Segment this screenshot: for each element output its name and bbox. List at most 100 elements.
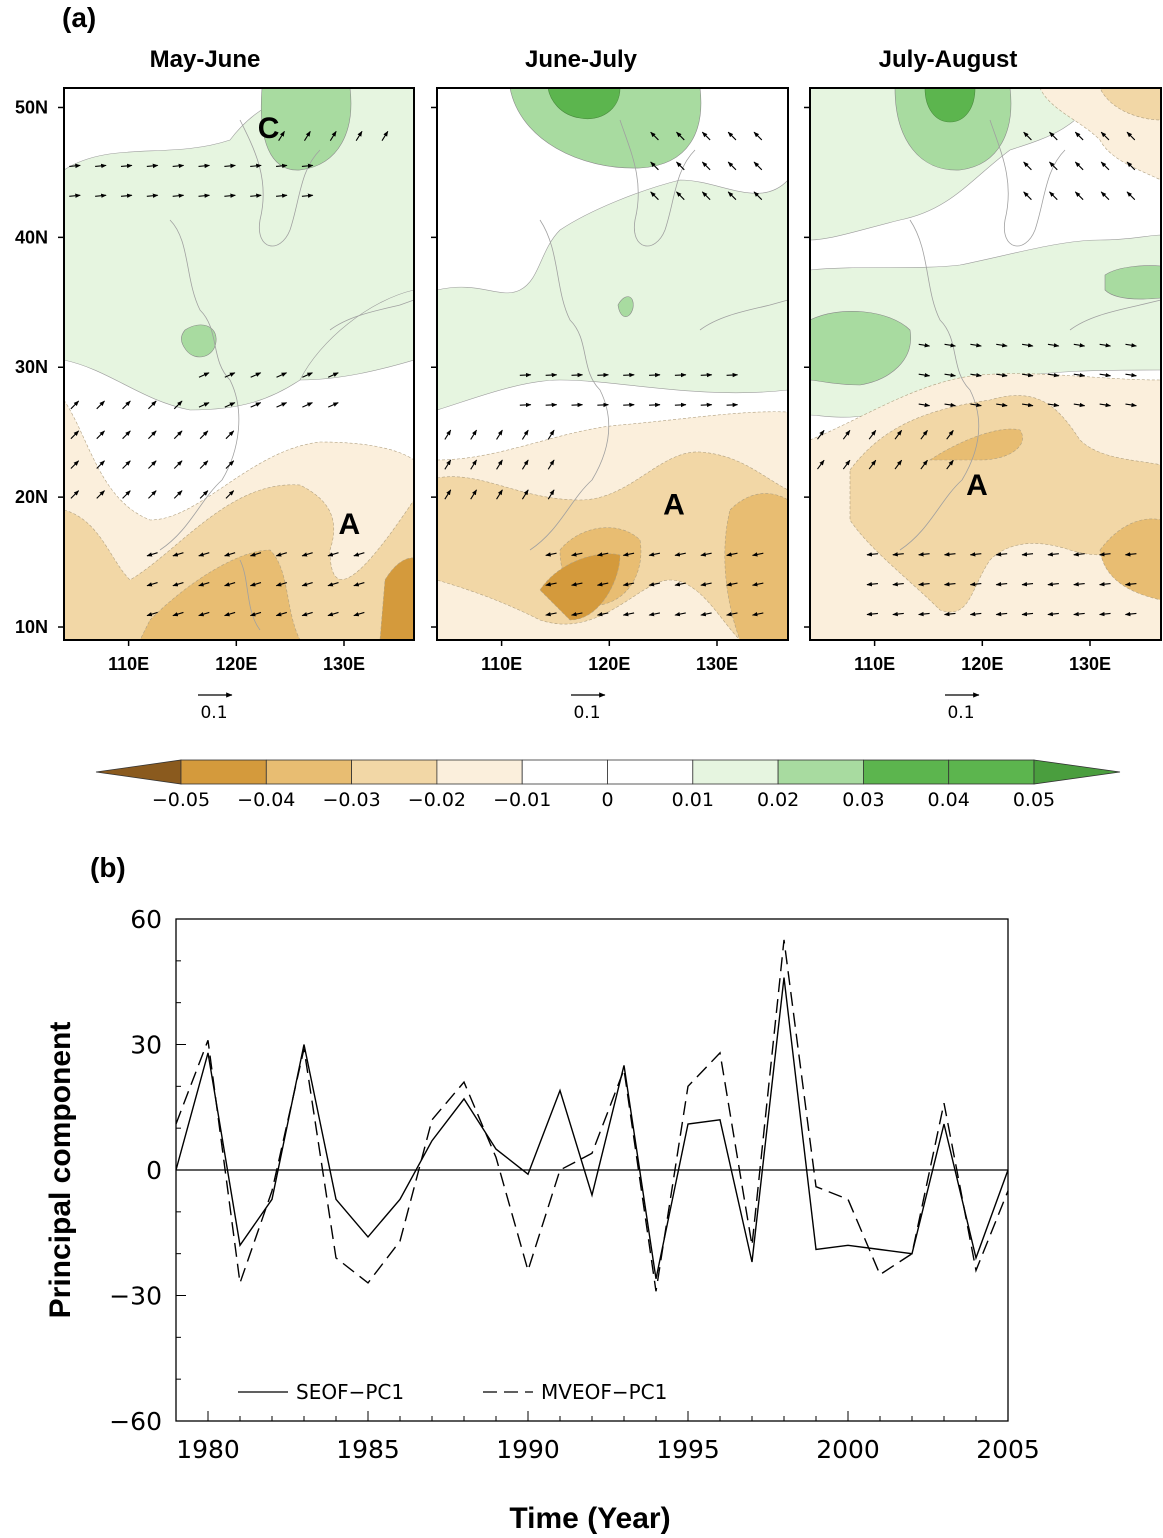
lon-tick-label: 120E (961, 654, 1003, 674)
wind-vector (224, 193, 236, 198)
wind-vector (701, 191, 711, 201)
colorbar-extension-high (1033, 759, 1121, 785)
wind-vector (1074, 191, 1084, 201)
lat-tick-label: 40N (15, 227, 48, 247)
wind-vector (944, 402, 956, 408)
wind-vector (674, 552, 686, 557)
wind-vector (224, 552, 236, 557)
wind-vector (301, 552, 313, 557)
wind-vector (1126, 161, 1136, 171)
wind-vector (199, 490, 209, 499)
wind-vector (353, 611, 365, 617)
wind-vector (224, 163, 236, 169)
wind-vector (1126, 131, 1136, 141)
negative-anomaly-region (929, 428, 1023, 461)
wind-vector (444, 459, 452, 470)
wind-vector (70, 400, 80, 410)
wind-vector (198, 163, 211, 169)
wind-vector (571, 372, 584, 378)
map-july-august (810, 88, 1161, 640)
wind-vector (172, 193, 185, 198)
colorbar-cell (692, 759, 779, 785)
wind-vector (173, 490, 183, 499)
wind-vector (817, 429, 825, 440)
wind-vector (596, 552, 609, 557)
wind-vector (148, 460, 157, 469)
wind-vector (69, 193, 81, 198)
positive-anomaly-core (894, 88, 1012, 171)
positive-anomaly-core (181, 324, 217, 358)
wind-vector (122, 400, 131, 410)
wind-vector (470, 429, 477, 440)
map-june-july (437, 88, 788, 640)
wind-vector (918, 611, 930, 617)
wind-vector (148, 430, 157, 440)
wind-vector (545, 402, 558, 408)
wind-vector (753, 191, 763, 201)
wind-vector (148, 490, 157, 499)
wind-vector (302, 372, 313, 378)
wind-vector (1125, 343, 1137, 348)
wind-vector (173, 460, 183, 469)
wind-vector (969, 552, 982, 557)
anomaly-center-label: A (663, 489, 685, 522)
wind-vector (700, 372, 713, 378)
colorbar-cell (521, 759, 608, 785)
wind-vector (944, 343, 956, 348)
wind-vector (302, 402, 313, 408)
wind-vector (753, 161, 763, 171)
wind-vector (496, 489, 503, 500)
wind-vector (918, 372, 931, 378)
series-line-mveof-pc1 (175, 939, 1009, 1292)
wind-vector (70, 460, 80, 469)
reference-vector-label: 0.1 (200, 703, 227, 723)
wind-vector (173, 430, 183, 440)
wind-vectors (69, 130, 1137, 617)
wind-vector (701, 161, 711, 171)
wind-vector (496, 459, 503, 470)
colorbar-label: 0.01 (672, 789, 714, 811)
wind-vector (996, 372, 1008, 378)
wind-vector (1073, 372, 1086, 378)
wind-vector (920, 429, 928, 440)
wind-vector (842, 429, 851, 440)
wind-vector (146, 611, 158, 617)
wind-vector (842, 459, 851, 470)
map-title-july-august: July-August (878, 46, 1018, 73)
series-lines (175, 939, 1009, 1292)
wind-vector (726, 611, 738, 617)
wind-vector (120, 163, 133, 169)
wind-vector (301, 163, 314, 169)
wind-vector (198, 372, 210, 378)
wind-vector (353, 552, 365, 557)
wind-vector (69, 163, 81, 169)
wind-vector (676, 161, 685, 171)
wind-vector (995, 582, 1008, 587)
wind-vector (301, 582, 313, 587)
wind-vector (996, 402, 1008, 408)
reference-vector-june-july: 0.1 (571, 692, 606, 723)
wind-vector (700, 402, 713, 408)
lat-tick-label: 10N (15, 617, 48, 637)
wind-vector (970, 372, 982, 378)
x-tick-label: 2005 (976, 1435, 1040, 1464)
wind-vector (918, 402, 931, 408)
colorbar-label: 0.03 (842, 789, 884, 811)
colorbar-cell (607, 759, 694, 785)
lat-tick-label: 50N (15, 97, 48, 117)
wind-vector (943, 552, 956, 557)
lon-tick-label: 110E (854, 654, 895, 674)
wind-vector (1074, 131, 1084, 141)
wind-vector (146, 552, 158, 557)
wind-vector (278, 130, 285, 142)
wind-vector (329, 130, 337, 142)
wind-vector (225, 490, 235, 499)
colorbar-cell (351, 759, 438, 785)
wind-vector (172, 552, 184, 557)
wind-vector (892, 552, 904, 557)
wind-vector (674, 611, 686, 617)
reference-vector-label: 0.1 (573, 703, 600, 723)
wind-vector (1023, 131, 1032, 141)
wind-vector (301, 611, 313, 617)
wind-vector (381, 130, 389, 142)
